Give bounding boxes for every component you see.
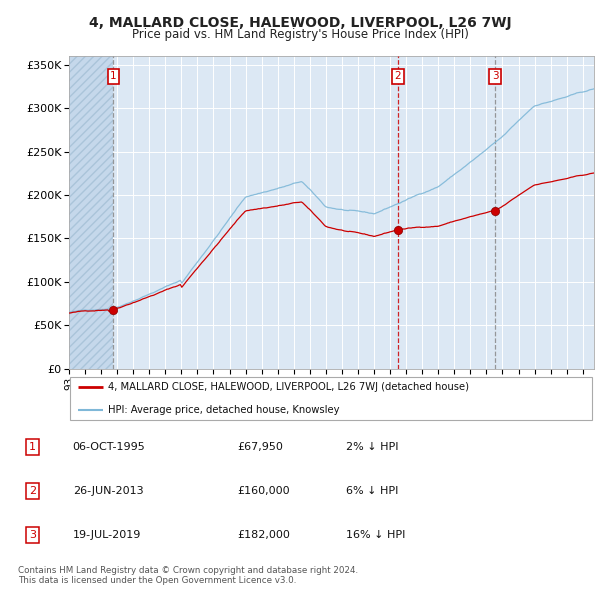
Text: 3: 3: [29, 530, 36, 540]
Text: 2% ↓ HPI: 2% ↓ HPI: [346, 442, 399, 453]
Text: 1: 1: [110, 71, 117, 81]
Text: 4, MALLARD CLOSE, HALEWOOD, LIVERPOOL, L26 7WJ: 4, MALLARD CLOSE, HALEWOOD, LIVERPOOL, L…: [89, 16, 511, 30]
Text: 3: 3: [492, 71, 499, 81]
Text: £182,000: £182,000: [237, 530, 290, 540]
Text: 2: 2: [395, 71, 401, 81]
Text: £160,000: £160,000: [237, 486, 290, 496]
Text: 1: 1: [29, 442, 36, 453]
Text: 06-OCT-1995: 06-OCT-1995: [73, 442, 145, 453]
Text: 16% ↓ HPI: 16% ↓ HPI: [346, 530, 406, 540]
Text: 26-JUN-2013: 26-JUN-2013: [73, 486, 143, 496]
Bar: [69, 56, 113, 369]
Text: Contains HM Land Registry data © Crown copyright and database right 2024.
This d: Contains HM Land Registry data © Crown c…: [18, 566, 358, 585]
Text: 19-JUL-2019: 19-JUL-2019: [73, 530, 141, 540]
Text: 2: 2: [29, 486, 36, 496]
Text: Price paid vs. HM Land Registry's House Price Index (HPI): Price paid vs. HM Land Registry's House …: [131, 28, 469, 41]
Text: 4, MALLARD CLOSE, HALEWOOD, LIVERPOOL, L26 7WJ (detached house): 4, MALLARD CLOSE, HALEWOOD, LIVERPOOL, L…: [109, 382, 469, 392]
FancyBboxPatch shape: [70, 376, 592, 420]
Text: 6% ↓ HPI: 6% ↓ HPI: [346, 486, 398, 496]
Text: £67,950: £67,950: [237, 442, 283, 453]
Text: HPI: Average price, detached house, Knowsley: HPI: Average price, detached house, Know…: [109, 405, 340, 415]
